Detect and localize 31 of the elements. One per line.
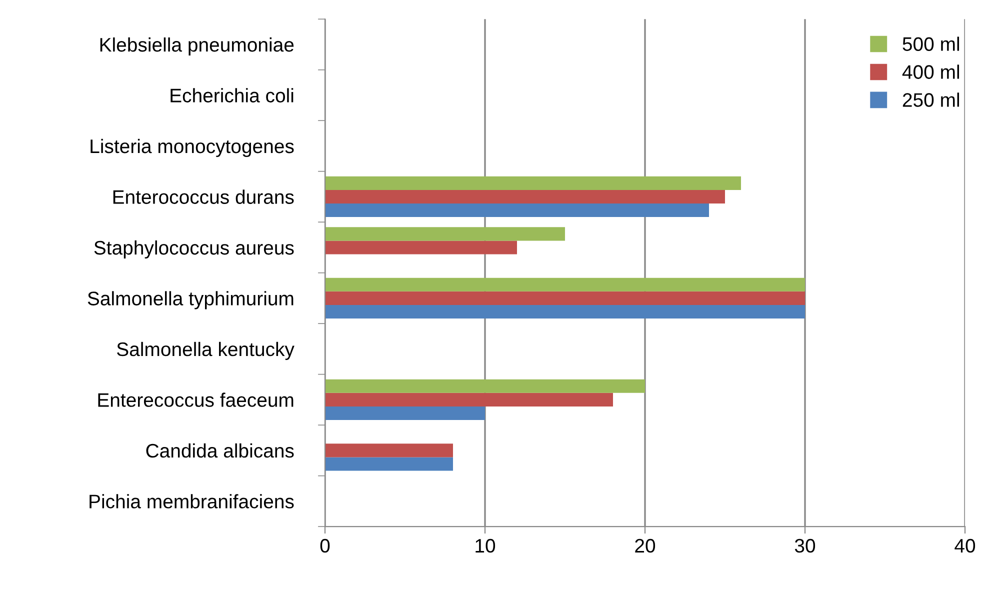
x-tick-label: 40 bbox=[954, 538, 976, 553]
x-tick-label: 10 bbox=[476, 538, 496, 553]
bar bbox=[325, 444, 453, 458]
y-tick-label: Salmonella kentucky bbox=[117, 342, 294, 360]
bar bbox=[325, 240, 517, 254]
x-tick-label: 20 bbox=[635, 538, 656, 553]
bar bbox=[325, 392, 613, 406]
bar bbox=[325, 291, 805, 305]
bar bbox=[325, 176, 741, 190]
y-tick-label: Enterecoccus faeceum bbox=[98, 392, 294, 407]
bar bbox=[325, 457, 453, 471]
bar bbox=[325, 278, 805, 292]
x-tick-label: 0 bbox=[320, 538, 330, 553]
y-tick-label: Enterococcus durans bbox=[113, 190, 294, 204]
legend-label: 500 ml bbox=[902, 36, 960, 51]
y-tick-label: Klebsiella pneumoniae bbox=[100, 37, 294, 56]
legend-label: 400 ml bbox=[902, 64, 960, 79]
y-tick-label: Listeria monocytogenes bbox=[90, 138, 294, 158]
bar bbox=[325, 406, 485, 420]
y-tick-label: Pichia membranifaciens bbox=[90, 494, 294, 508]
y-tick-label: Echerichia coli bbox=[170, 88, 294, 102]
bar bbox=[325, 379, 645, 393]
y-tick-label: Candida albicans bbox=[146, 443, 294, 458]
bar bbox=[325, 227, 565, 241]
bar bbox=[325, 190, 725, 204]
y-tick-label: Salmonella typhimurium bbox=[88, 291, 294, 310]
bar bbox=[325, 304, 805, 318]
y-tick-label: Staphylococcus aureus bbox=[94, 240, 294, 259]
x-tick-label: 30 bbox=[794, 538, 816, 553]
bar bbox=[325, 203, 709, 218]
legend-label: 250 ml bbox=[902, 92, 960, 107]
